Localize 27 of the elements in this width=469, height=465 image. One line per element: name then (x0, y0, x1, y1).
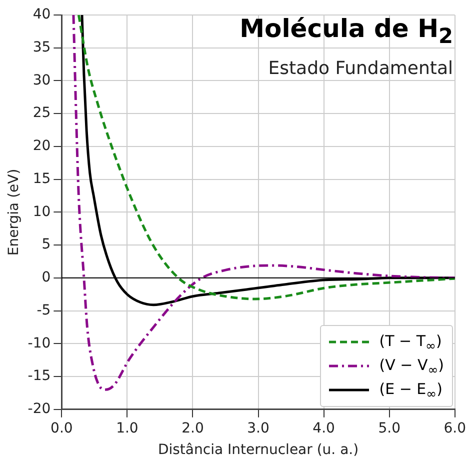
y-tick-label: 35 (32, 40, 51, 56)
x-tick-label: 5.0 (378, 420, 400, 436)
chart-title: Molécula de H$_{2}$ (240, 14, 453, 48)
y-tick-label: -10 (28, 335, 51, 352)
x-tick-label: 1.0 (116, 420, 138, 436)
x-tick-label: 2.0 (182, 420, 204, 436)
y-tick-label: 20 (32, 138, 51, 154)
y-tick-label: 0 (42, 270, 51, 286)
legend-label: (E − E$_{∞}$) (379, 380, 442, 400)
legend-label: (T − T$_{∞}$) (379, 332, 442, 352)
y-tick-label: 10 (32, 204, 51, 220)
x-tick-label: 0.0 (50, 420, 73, 436)
y-axis-title: Energia (eV) (6, 168, 22, 256)
x-axis-title: Distância Internuclear (u. a.) (158, 442, 359, 458)
y-tick-label: -15 (28, 368, 51, 384)
y-tick-label: -20 (28, 401, 51, 418)
y-tick-label: 25 (32, 105, 51, 122)
x-tick-label: 3.0 (247, 420, 270, 436)
x-tick-label: 4.0 (312, 420, 335, 436)
y-tick-label: 15 (32, 170, 51, 187)
y-tick-label: 40 (32, 6, 51, 23)
y-tick-label: -5 (36, 302, 51, 318)
x-tick-label: 6.0 (444, 420, 466, 436)
legend-label: (V − V$_{∞}$) (379, 356, 444, 376)
y-tick-label: 30 (32, 72, 51, 88)
y-tick-label: 5 (42, 236, 51, 253)
text: Estado Fundamental (268, 58, 453, 79)
